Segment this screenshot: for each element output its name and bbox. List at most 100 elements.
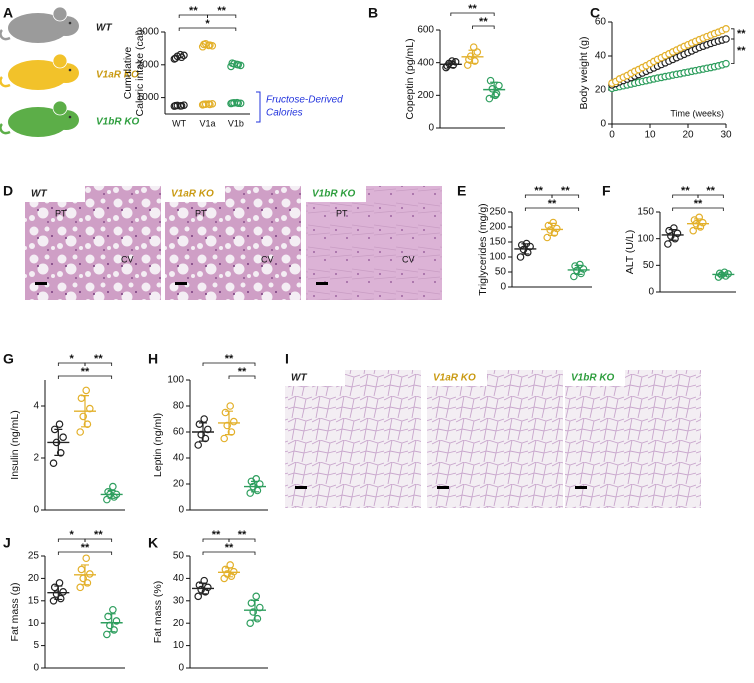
panel-label: K [148, 535, 158, 551]
data-point [226, 402, 235, 410]
image-label-box [25, 186, 85, 202]
panel-label: H [148, 351, 158, 367]
data-point [204, 100, 213, 108]
significance-bracket [697, 194, 724, 198]
histology-image [306, 186, 442, 300]
x-tick-label: WT [172, 118, 186, 128]
x-tick-label: V1b [228, 118, 244, 128]
mouse-body [8, 60, 68, 90]
panel-label: I [285, 351, 289, 367]
image-label-box [165, 186, 225, 202]
sd-bar [668, 229, 677, 241]
data-point [451, 58, 460, 66]
y-tick-label: 80 [173, 401, 185, 412]
data-point [722, 24, 730, 33]
panel-label: C [590, 5, 600, 21]
histology-image [25, 186, 161, 300]
data-point [495, 81, 503, 90]
scale-bar [35, 282, 47, 285]
sd-bar [199, 422, 207, 442]
x-tick-label: 20 [682, 130, 694, 141]
y-tick-label: 250 [489, 207, 506, 218]
image-label-box [285, 370, 345, 386]
data-point [695, 213, 704, 222]
data-point [110, 626, 118, 634]
data-point [543, 233, 552, 242]
sd-bar [81, 395, 89, 428]
y-tick-label: 0 [33, 505, 39, 516]
y-tick-label: 0 [500, 282, 506, 293]
y-axis-label: Insulin (ng/mL) [9, 410, 21, 479]
mouse-label: V1bR KO [96, 117, 140, 128]
panel-label: A [3, 5, 13, 21]
y-tick-label: 0 [648, 287, 654, 298]
x-tick-label: 10 [644, 130, 656, 141]
significance-label: ** [238, 366, 247, 378]
significance-label: ** [94, 353, 103, 365]
y-tick-label: 100 [489, 252, 506, 263]
sd-bar [225, 567, 233, 578]
data-point [722, 35, 730, 43]
significance-label: ** [468, 3, 477, 15]
y-tick-label: 30 [173, 595, 185, 606]
y-tick-label: 100 [637, 233, 654, 244]
data-point [228, 59, 237, 67]
y-tick-label: 0 [600, 119, 606, 130]
data-point [194, 592, 203, 601]
panel-label: E [457, 183, 466, 199]
data-point [176, 50, 185, 59]
data-point [194, 441, 203, 449]
data-point [252, 592, 261, 601]
data-point [246, 489, 255, 497]
data-point [249, 608, 258, 616]
significance-bracket [57, 551, 113, 555]
y-axis-label: Cumulative [122, 47, 134, 100]
data-point [570, 272, 578, 281]
sd-bar [225, 410, 233, 436]
sd-bar [251, 480, 259, 493]
data-point [549, 218, 558, 227]
sd-bar [81, 564, 89, 586]
data-point [486, 76, 495, 85]
data-point [485, 94, 494, 103]
y-axis-label: Caloric intake (cal) [134, 30, 146, 117]
panel-label: F [602, 183, 611, 199]
significance-label: ** [479, 16, 488, 28]
region-label: PT [55, 208, 67, 218]
image-label-box [306, 186, 366, 202]
mouse-tail [0, 29, 11, 41]
data-point [86, 570, 94, 578]
data-point [236, 61, 245, 70]
histology-image [565, 370, 701, 508]
mouse-label: V1aR KO [96, 70, 139, 81]
significance-bracket [731, 38, 735, 65]
data-point [673, 229, 682, 238]
sd-bar [54, 428, 63, 456]
image-label-box [565, 370, 625, 386]
data-point [576, 260, 584, 269]
data-point [664, 240, 672, 248]
y-tick-label: 20 [28, 573, 40, 584]
sd-bar [521, 243, 530, 255]
significance-label: ** [212, 529, 221, 541]
y-tick-label: 60 [595, 17, 607, 28]
sd-bar [199, 582, 207, 595]
y-tick-label: 100 [167, 375, 184, 386]
y-tick-label: 15 [28, 595, 40, 606]
significance-bracket [450, 12, 495, 16]
y-axis-label: Body weight (g) [578, 37, 590, 110]
data-point [208, 41, 217, 50]
histology-image [427, 370, 563, 508]
annotation-bracket [256, 91, 261, 123]
data-point [195, 420, 204, 429]
data-point [226, 561, 235, 569]
y-axis-label: Copeptin (pg/mL) [404, 38, 416, 119]
data-point [76, 583, 85, 592]
x-axis-label: Time (weeks) [670, 108, 724, 118]
data-point [180, 51, 188, 60]
y-tick-label: 4 [33, 401, 39, 412]
data-point [77, 565, 86, 574]
data-point [220, 434, 229, 443]
data-point [180, 101, 188, 109]
data-point [55, 579, 64, 587]
